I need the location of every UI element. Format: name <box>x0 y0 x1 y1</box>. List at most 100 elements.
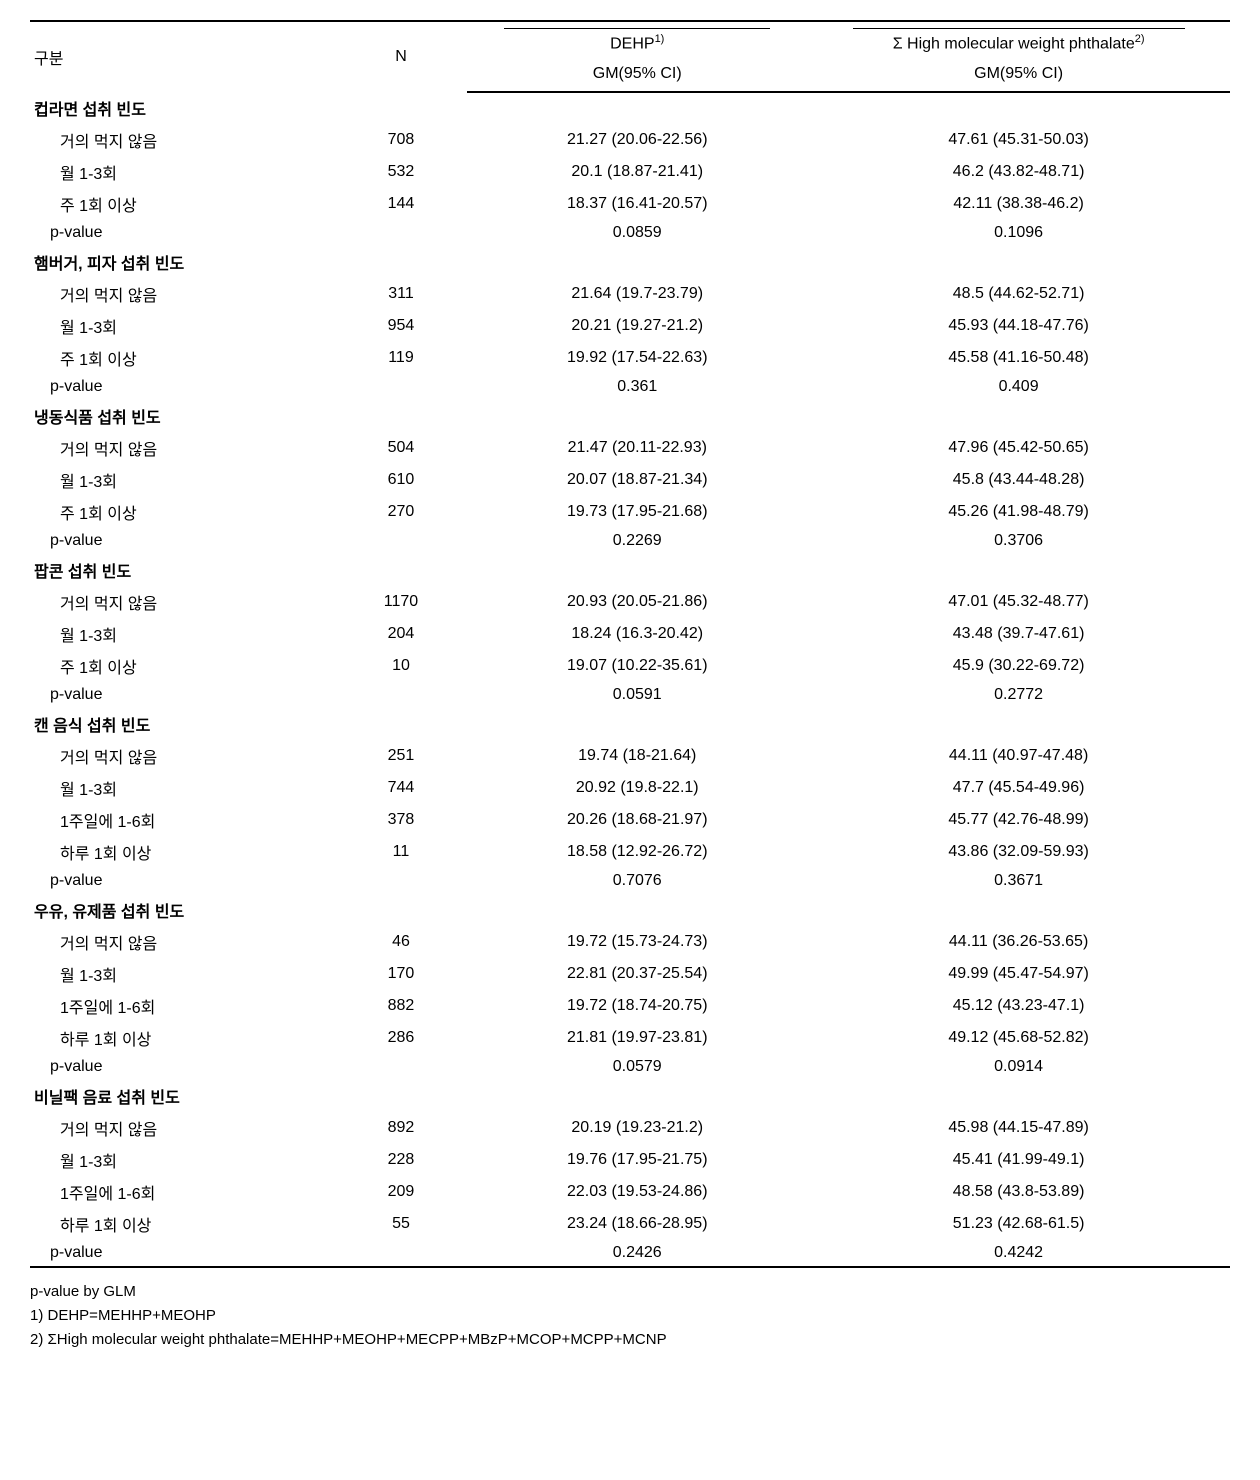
row-dehp: 18.58 (12.92-26.72) <box>467 836 807 868</box>
header-dehp-gm: GM(95% CI) <box>467 59 807 92</box>
row-high: 47.61 (45.31-50.03) <box>807 124 1230 156</box>
row-label: 월 1-3회 <box>30 464 335 496</box>
row-high: 45.8 (43.44-48.28) <box>807 464 1230 496</box>
empty-cell <box>807 400 1230 432</box>
empty-cell <box>335 528 468 554</box>
row-high: 49.12 (45.68-52.82) <box>807 1022 1230 1054</box>
row-label: 1주일에 1-6회 <box>30 990 335 1022</box>
header-n: N <box>335 21 468 92</box>
footnotes: p-value by GLM 1) DEHP=MEHHP+MEOHP 2) ΣH… <box>30 1280 1230 1352</box>
pvalue-dehp: 0.2269 <box>467 528 807 554</box>
row-n: 708 <box>335 124 468 156</box>
header-category: 구분 <box>30 21 335 92</box>
row-n: 10 <box>335 650 468 682</box>
row-high: 44.11 (36.26-53.65) <box>807 926 1230 958</box>
row-dehp: 19.72 (18.74-20.75) <box>467 990 807 1022</box>
empty-cell <box>467 400 807 432</box>
row-high: 42.11 (38.38-46.2) <box>807 188 1230 220</box>
row-label: 거의 먹지 않음 <box>30 740 335 772</box>
row-high: 45.77 (42.76-48.99) <box>807 804 1230 836</box>
empty-cell <box>807 246 1230 278</box>
row-n: 251 <box>335 740 468 772</box>
row-label: 월 1-3회 <box>30 618 335 650</box>
section-label: 냉동식품 섭취 빈도 <box>30 400 335 432</box>
row-dehp: 20.1 (18.87-21.41) <box>467 156 807 188</box>
section-label: 햄버거, 피자 섭취 빈도 <box>30 246 335 278</box>
row-n: 55 <box>335 1208 468 1240</box>
row-high: 43.86 (32.09-59.93) <box>807 836 1230 868</box>
row-label: 월 1-3회 <box>30 1144 335 1176</box>
empty-cell <box>467 554 807 586</box>
row-n: 144 <box>335 188 468 220</box>
row-high: 47.01 (45.32-48.77) <box>807 586 1230 618</box>
row-high: 45.58 (41.16-50.48) <box>807 342 1230 374</box>
row-n: 892 <box>335 1112 468 1144</box>
row-high: 45.12 (43.23-47.1) <box>807 990 1230 1022</box>
header-high: Σ High molecular weight phthalate2) <box>807 21 1230 59</box>
row-label: 월 1-3회 <box>30 156 335 188</box>
row-label: 주 1회 이상 <box>30 496 335 528</box>
row-dehp: 22.03 (19.53-24.86) <box>467 1176 807 1208</box>
empty-cell <box>335 894 468 926</box>
row-n: 46 <box>335 926 468 958</box>
row-dehp: 21.27 (20.06-22.56) <box>467 124 807 156</box>
row-high: 45.9 (30.22-69.72) <box>807 650 1230 682</box>
pvalue-high: 0.3706 <box>807 528 1230 554</box>
row-high: 45.98 (44.15-47.89) <box>807 1112 1230 1144</box>
pvalue-label: p-value <box>30 868 335 894</box>
empty-cell <box>807 894 1230 926</box>
section-label: 컵라면 섭취 빈도 <box>30 92 335 124</box>
row-label: 월 1-3회 <box>30 310 335 342</box>
header-dehp: DEHP1) <box>467 21 807 59</box>
row-dehp: 19.74 (18-21.64) <box>467 740 807 772</box>
row-dehp: 18.37 (16.41-20.57) <box>467 188 807 220</box>
row-dehp: 20.26 (18.68-21.97) <box>467 804 807 836</box>
row-n: 954 <box>335 310 468 342</box>
row-high: 45.26 (41.98-48.79) <box>807 496 1230 528</box>
row-dehp: 19.76 (17.95-21.75) <box>467 1144 807 1176</box>
empty-cell <box>807 92 1230 124</box>
empty-cell <box>467 1080 807 1112</box>
row-n: 170 <box>335 958 468 990</box>
row-dehp: 20.19 (19.23-21.2) <box>467 1112 807 1144</box>
pvalue-dehp: 0.361 <box>467 374 807 400</box>
pvalue-dehp: 0.0579 <box>467 1054 807 1080</box>
row-dehp: 21.81 (19.97-23.81) <box>467 1022 807 1054</box>
row-dehp: 22.81 (20.37-25.54) <box>467 958 807 990</box>
pvalue-high: 0.1096 <box>807 220 1230 246</box>
empty-cell <box>467 894 807 926</box>
row-label: 거의 먹지 않음 <box>30 432 335 464</box>
empty-cell <box>807 554 1230 586</box>
section-label: 비닐팩 음료 섭취 빈도 <box>30 1080 335 1112</box>
row-high: 49.99 (45.47-54.97) <box>807 958 1230 990</box>
pvalue-high: 0.0914 <box>807 1054 1230 1080</box>
row-label: 월 1-3회 <box>30 958 335 990</box>
row-high: 45.41 (41.99-49.1) <box>807 1144 1230 1176</box>
row-dehp: 19.07 (10.22-35.61) <box>467 650 807 682</box>
empty-cell <box>335 868 468 894</box>
row-high: 43.48 (39.7-47.61) <box>807 618 1230 650</box>
pvalue-high: 0.4242 <box>807 1240 1230 1267</box>
pvalue-dehp: 0.0859 <box>467 220 807 246</box>
empty-cell <box>467 246 807 278</box>
empty-cell <box>335 1240 468 1267</box>
footnote-dehp: 1) DEHP=MEHHP+MEOHP <box>30 1304 1230 1328</box>
empty-cell <box>335 246 468 278</box>
row-label: 1주일에 1-6회 <box>30 1176 335 1208</box>
row-high: 48.58 (43.8-53.89) <box>807 1176 1230 1208</box>
row-dehp: 18.24 (16.3-20.42) <box>467 618 807 650</box>
row-label: 거의 먹지 않음 <box>30 124 335 156</box>
pvalue-dehp: 0.0591 <box>467 682 807 708</box>
pvalue-label: p-value <box>30 1054 335 1080</box>
header-high-gm: GM(95% CI) <box>807 59 1230 92</box>
pvalue-label: p-value <box>30 528 335 554</box>
row-label: 거의 먹지 않음 <box>30 278 335 310</box>
empty-cell <box>467 708 807 740</box>
row-dehp: 20.07 (18.87-21.34) <box>467 464 807 496</box>
footnote-glm: p-value by GLM <box>30 1280 1230 1304</box>
empty-cell <box>335 220 468 246</box>
empty-cell <box>335 708 468 740</box>
row-n: 228 <box>335 1144 468 1176</box>
empty-cell <box>807 708 1230 740</box>
empty-cell <box>335 1080 468 1112</box>
